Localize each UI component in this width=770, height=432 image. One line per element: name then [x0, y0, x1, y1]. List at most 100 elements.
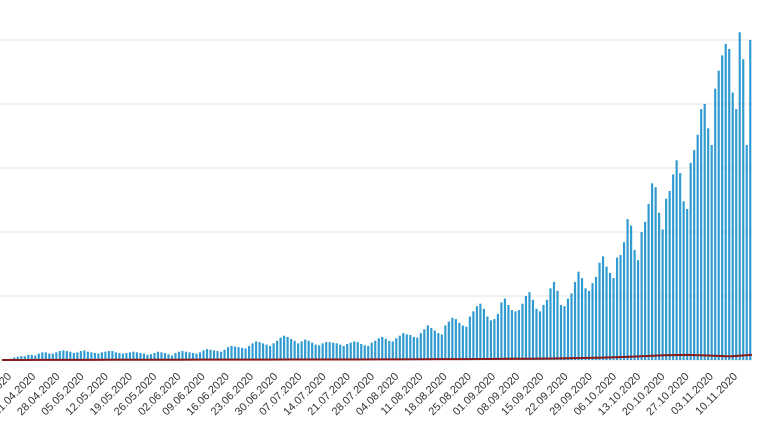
bar-161 [566, 298, 570, 360]
y-gridlines [0, 39, 752, 361]
bar-181 [637, 260, 640, 360]
bar-79 [279, 337, 282, 360]
bar-212 [745, 144, 748, 360]
bar-138 [486, 316, 489, 360]
bar-14 [51, 353, 54, 360]
bar-7 [27, 354, 30, 360]
bar-91 [321, 343, 324, 360]
bar-70 [247, 345, 251, 360]
bar-144 [507, 304, 510, 360]
bar-132 [465, 326, 468, 360]
bar-200 [703, 104, 706, 360]
bar-192 [675, 160, 678, 360]
bar-58 [205, 349, 209, 360]
bar-206 [724, 43, 727, 361]
bar-97 [342, 345, 345, 360]
bar-197 [693, 150, 696, 360]
bar-63 [223, 349, 226, 360]
bar-170 [598, 262, 601, 360]
bar-108 [381, 336, 384, 360]
bar-30 [107, 351, 110, 360]
bar-163 [573, 281, 577, 360]
bar-98 [346, 344, 349, 360]
bar-104 [367, 345, 370, 360]
bar-157 [552, 281, 556, 360]
bar-10 [37, 353, 40, 360]
bar-5 [20, 356, 23, 360]
bar-152 [535, 308, 538, 360]
bar-183 [644, 221, 647, 360]
bar-171 [601, 256, 605, 360]
bar-93 [328, 342, 331, 360]
bar-6 [23, 356, 26, 360]
bar-61 [216, 351, 219, 360]
x-tick-labels: 14.04.202021.04.202028.04.202005.05.2020… [0, 371, 740, 418]
bar-11 [41, 352, 44, 360]
bar-48 [170, 355, 174, 360]
bar-124 [437, 333, 440, 360]
bar-75 [265, 344, 268, 360]
bar-15 [55, 352, 58, 360]
bar-114 [402, 333, 405, 360]
bar-131 [461, 325, 464, 360]
bar-44 [156, 351, 160, 360]
bar-43 [153, 352, 156, 360]
bar-119 [419, 333, 422, 360]
bar-55 [195, 353, 198, 360]
bar-180 [633, 249, 636, 360]
bar-177 [622, 242, 626, 360]
bar-140 [493, 319, 496, 360]
bar-141 [496, 313, 499, 360]
bar-187 [658, 212, 661, 360]
bar-191 [672, 174, 675, 360]
bar-60 [212, 350, 216, 360]
bar-42 [149, 354, 153, 360]
bar-65 [230, 345, 233, 360]
bar-204 [717, 70, 720, 360]
bar-95 [335, 343, 338, 360]
bar-33 [118, 352, 121, 360]
bar-130 [458, 322, 461, 360]
bar-164 [577, 271, 580, 360]
bar-66 [233, 346, 237, 360]
bar-47 [167, 354, 170, 360]
bar-69 [244, 348, 247, 360]
bar-113 [398, 335, 401, 360]
bar-129 [454, 319, 457, 360]
bar-125 [440, 334, 443, 360]
bar-83 [293, 340, 296, 360]
bar-127 [447, 321, 450, 360]
bar-185 [651, 183, 654, 360]
bar-128 [451, 317, 454, 360]
bar-145 [510, 310, 514, 360]
bar-series [9, 32, 752, 361]
bar-148 [521, 303, 524, 360]
bar-166 [584, 288, 587, 360]
bar-159 [559, 304, 563, 360]
bar-101 [356, 342, 359, 360]
bar-84 [297, 343, 300, 360]
bar-3 [13, 357, 16, 360]
bar-149 [524, 296, 528, 360]
bar-208 [731, 92, 734, 360]
bar-8 [30, 354, 33, 360]
bar-80 [283, 335, 286, 360]
bar-85 [300, 341, 303, 360]
bar-202 [710, 144, 713, 360]
bar-73 [258, 342, 261, 360]
bar-186 [654, 187, 657, 360]
bar-52 [184, 351, 188, 360]
bar-57 [202, 350, 205, 360]
bar-110 [388, 340, 391, 360]
bar-194 [682, 201, 685, 360]
bar-116 [409, 335, 412, 360]
bar-211 [742, 59, 745, 360]
bar-146 [514, 311, 517, 360]
bar-169 [594, 276, 598, 360]
bar-188 [661, 229, 664, 360]
bar-53 [188, 352, 191, 360]
bar-35 [125, 352, 128, 360]
bar-18 [65, 351, 68, 360]
line-series [2, 353, 753, 361]
bar-96 [339, 344, 342, 360]
